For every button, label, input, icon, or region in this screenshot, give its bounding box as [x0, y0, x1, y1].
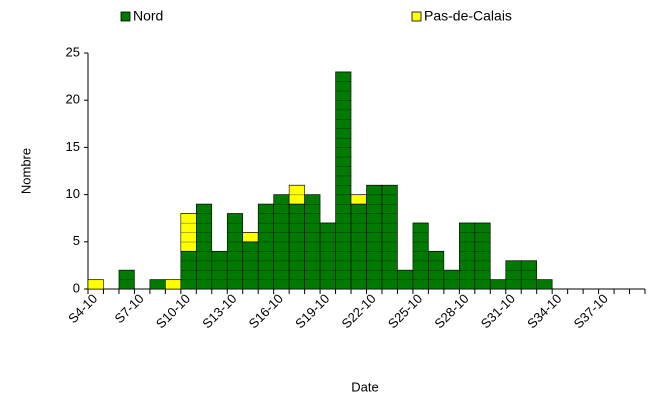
- y-tick-label: 0: [73, 280, 80, 295]
- bar-segment: [397, 269, 414, 290]
- legend-label: Pas-de-Calais: [424, 8, 512, 24]
- bar-segment: [257, 203, 274, 290]
- x-tick-label: S28-10: [431, 291, 471, 331]
- bar-segment: [459, 222, 476, 290]
- y-tick-label: 10: [66, 186, 80, 201]
- bar-segment: [288, 184, 305, 205]
- bar-segment: [87, 279, 104, 290]
- bar-segment: [165, 279, 182, 290]
- x-axis-title: Date: [351, 379, 378, 394]
- y-tick-label: 20: [66, 92, 80, 107]
- y-tick-label: 25: [66, 44, 80, 59]
- bar-segment: [366, 184, 383, 290]
- x-tick-label: S22-10: [339, 291, 379, 331]
- bar-segment: [474, 222, 491, 290]
- x-tick-label: S16-10: [246, 291, 286, 331]
- bar-segment: [412, 222, 429, 290]
- bar-segment: [381, 184, 398, 290]
- bar-segment: [489, 279, 507, 290]
- bar-segment: [196, 203, 213, 290]
- legend-label: Nord: [133, 8, 163, 24]
- bar-segment: [288, 203, 305, 290]
- x-tick-label: S19-10: [292, 291, 332, 331]
- x-tick-label: S7-10: [112, 291, 147, 326]
- bar-segment: [304, 194, 321, 290]
- bar-segment: [226, 213, 244, 290]
- bar-segment: [520, 260, 537, 290]
- bar-segment: [350, 194, 367, 205]
- y-axis-title: Nombre: [18, 148, 33, 194]
- x-tick-label: S37-10: [571, 291, 611, 331]
- bar-segment: [319, 222, 336, 290]
- bar-segment: [428, 250, 445, 290]
- bar-segment: [242, 232, 259, 243]
- bar-segment: [335, 71, 352, 290]
- bar-segment: [536, 279, 553, 290]
- legend-swatch: [120, 11, 131, 22]
- bar-segment: [242, 241, 259, 290]
- x-tick-label: S25-10: [385, 291, 425, 331]
- y-tick-label: 5: [73, 233, 80, 248]
- bar-segment: [211, 250, 228, 290]
- x-tick-label: S10-10: [153, 291, 193, 331]
- legend-swatch: [411, 11, 422, 22]
- y-tick-label: 15: [66, 139, 80, 154]
- bar-segment: [118, 269, 135, 290]
- x-tick-label: S4-10: [65, 291, 100, 326]
- bar-segment: [443, 269, 460, 290]
- x-tick-label: S13-10: [199, 291, 239, 331]
- bar-segment: [505, 260, 522, 290]
- x-tick-label: S34-10: [524, 291, 564, 331]
- bar-segment: [149, 279, 166, 290]
- bar-segment: [273, 194, 290, 290]
- bar-segment: [180, 213, 197, 252]
- bar-segment: [350, 203, 367, 290]
- bar-segment: [180, 250, 197, 290]
- x-tick-label: S31-10: [478, 291, 518, 331]
